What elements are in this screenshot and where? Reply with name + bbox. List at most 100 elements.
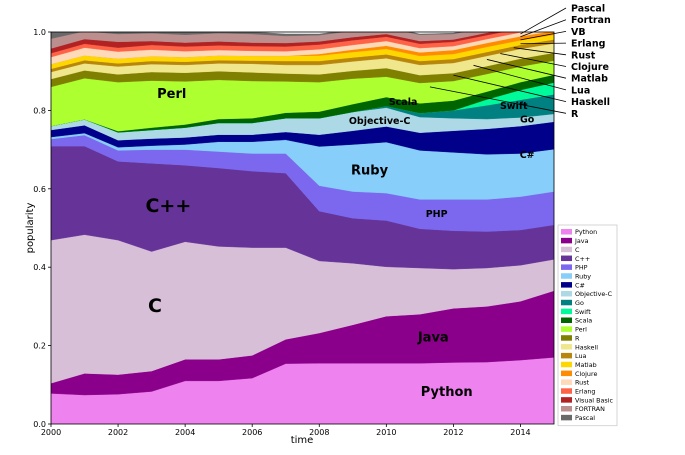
stacked-areas <box>51 32 554 424</box>
side-label-clojure: Clojure <box>571 62 609 73</box>
legend-swatch-rust <box>561 379 572 385</box>
side-label-r: R <box>571 109 579 120</box>
side-label-pascal: Pascal <box>571 4 605 15</box>
side-label-vb: VB <box>571 27 586 38</box>
legend-label-r: R <box>575 334 580 342</box>
side-label-fortran: Fortran <box>571 15 611 26</box>
x-tick-label: 2012 <box>443 428 463 437</box>
leader-line <box>520 31 567 41</box>
legend-swatch-matlab <box>561 361 572 368</box>
leader-line <box>500 53 567 67</box>
legend-swatch-objective-c <box>561 290 572 297</box>
x-tick-label: 2002 <box>108 428 128 437</box>
legend: PythonJavaCC++PHPRubyC#Objective-CGoSwif… <box>557 224 618 427</box>
area-pascal <box>51 32 465 39</box>
legend-swatch-haskell <box>561 344 572 350</box>
legend-swatch-ruby <box>561 273 572 279</box>
x-tick-label: 2000 <box>41 428 61 437</box>
legend-label-python: Python <box>575 228 597 236</box>
legend-label-scala: Scala <box>575 317 592 325</box>
legend-label-c: C++ <box>575 255 590 263</box>
side-label-rust: Rust <box>571 50 596 61</box>
legend-label-objective-c: Objective-C <box>575 290 613 298</box>
legend-swatch-r <box>561 335 572 341</box>
plot-frame <box>50 31 555 425</box>
legend-label-rust: Rust <box>575 379 590 387</box>
legend-swatch-fortran <box>561 406 572 412</box>
legend-swatch-scala <box>561 317 572 323</box>
legend-label-visual-basic: Visual Basic <box>575 396 614 404</box>
annotation-c: C <box>148 295 162 317</box>
leader-line <box>520 42 567 45</box>
legend-label-go: Go <box>575 299 584 307</box>
leader-line <box>486 59 567 79</box>
side-labels: PascalFortranVBErlangRustClojureMatlabLu… <box>429 4 611 120</box>
legend-label-c: C# <box>575 281 585 289</box>
y-tick-label: 0.2 <box>33 342 46 351</box>
legend-swatch-python <box>561 229 572 235</box>
leader-line <box>520 7 567 35</box>
y-axis-ticks: 0.0 0.2 0.4 0.6 0.8 1.0 <box>33 28 51 429</box>
x-axis-label: time <box>291 435 314 446</box>
legend-swatch-pascal <box>561 414 572 421</box>
legend-swatch-visual-basic <box>561 397 572 403</box>
legend-swatch-php <box>561 264 572 270</box>
legend-label-haskell: Haskell <box>575 343 598 351</box>
y-tick-label: 0.0 <box>33 420 46 429</box>
legend-swatch-go <box>561 299 572 306</box>
y-tick-label: 0.8 <box>33 106 46 115</box>
leader-line <box>453 74 567 102</box>
legend-label-ruby: Ruby <box>575 272 591 280</box>
annotation-objective-c: Objective-C <box>349 116 411 127</box>
legend-label-clojure: Clojure <box>575 370 597 378</box>
legend-label-matlab: Matlab <box>575 361 597 369</box>
side-label-haskell: Haskell <box>571 97 610 108</box>
x-axis-ticks: 2000 2002 2004 2006 2008 2010 2012 2014 <box>41 424 531 437</box>
legend-label-swift: Swift <box>575 308 591 316</box>
annotation-swift: Swift <box>500 101 528 112</box>
annotation-scala: Scala <box>389 97 418 108</box>
y-axis-label: popularity <box>25 203 36 254</box>
leader-line <box>473 64 567 91</box>
y-tick-label: 0.4 <box>33 263 46 272</box>
legend-swatch-c <box>561 246 572 253</box>
x-tick-label: 2010 <box>376 428 396 437</box>
y-tick-label: 1.0 <box>33 28 46 37</box>
area-annotations: Python Java C C++ PHP Ruby C# Objective-C Go Swif… <box>145 87 534 400</box>
annotation-python: Python <box>421 385 473 400</box>
x-tick-label: 2014 <box>510 428 530 437</box>
x-tick-label: 2006 <box>242 428 262 437</box>
legend-label-java: Java <box>574 237 589 245</box>
side-label-matlab: Matlab <box>571 74 608 85</box>
legend-swatch-c <box>561 282 572 288</box>
legend-swatch-java <box>561 237 572 244</box>
x-tick-label: 2004 <box>175 428 195 437</box>
side-label-lua: Lua <box>571 85 590 96</box>
x-tick-label: 2008 <box>309 428 329 437</box>
side-label-erlang: Erlang <box>571 39 605 50</box>
annotation-c: C# <box>520 150 535 161</box>
legend-label-erlang: Erlang <box>575 388 595 396</box>
legend-label-perl: Perl <box>575 326 587 334</box>
legend-swatch-clojure <box>561 370 572 377</box>
y-tick-label: 0.6 <box>33 185 46 194</box>
annotation-java: Java <box>417 330 449 345</box>
legend-label-php: PHP <box>575 264 588 272</box>
annotation-c: C++ <box>145 195 191 217</box>
legend-swatch-swift <box>561 308 572 315</box>
legend-swatch-perl <box>561 326 572 332</box>
annotation-go: Go <box>520 115 535 126</box>
legend-swatch-c <box>561 255 572 262</box>
leader-line <box>429 86 567 114</box>
legend-label-pascal: Pascal <box>575 414 595 422</box>
legend-swatch-erlang <box>561 388 572 394</box>
legend-label-c: C <box>575 246 580 254</box>
leader-line <box>520 19 567 38</box>
leader-line <box>513 47 567 56</box>
legend-label-lua: Lua <box>575 352 586 360</box>
legend-swatch-lua <box>561 352 572 359</box>
annotation-php: PHP <box>426 209 448 220</box>
annotation-perl: Perl <box>157 87 186 102</box>
annotation-ruby: Ruby <box>351 164 389 179</box>
